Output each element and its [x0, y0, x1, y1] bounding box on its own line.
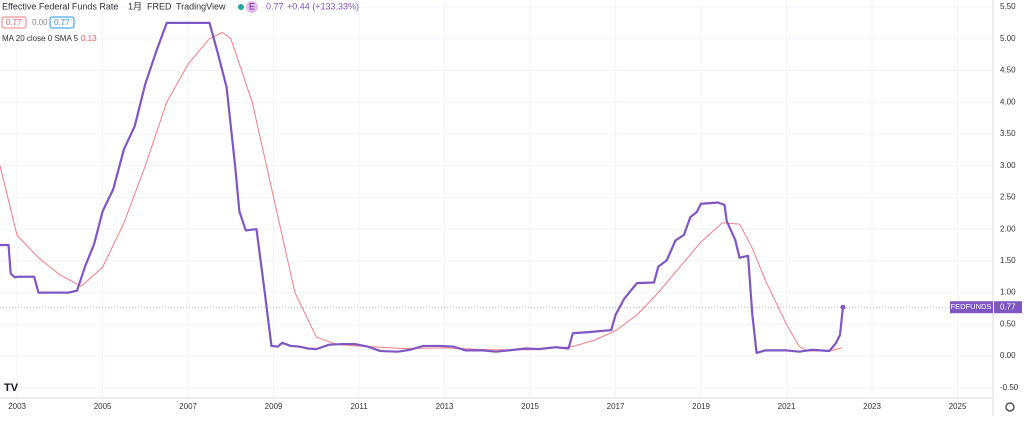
x-tick-label: 2013 [436, 402, 454, 411]
series-tag: FEDFUNDS [951, 302, 992, 311]
x-tick-label: 2023 [863, 402, 881, 411]
box [49, 16, 75, 29]
y-tick-label: 4.50 [1000, 66, 1016, 75]
title: Effective Federal Funds Rate [2, 1, 118, 11]
settings-icon[interactable] [1005, 402, 1015, 412]
plot [0, 21, 846, 355]
indicator: MA 20 close 0 SMA 5 [2, 34, 79, 43]
y-tick-label: 2.50 [1000, 193, 1016, 202]
grid [0, 0, 993, 398]
platform: TradingView [176, 1, 226, 11]
value-tag-bg [994, 301, 1022, 314]
y-tick-label: 2.00 [1000, 224, 1016, 233]
y-tick-label: 0.00 [1000, 351, 1016, 360]
status-dot [238, 4, 244, 10]
change: +0.44 (+133.33%) [287, 1, 359, 11]
value-tag: 0.77 [1000, 302, 1016, 311]
y-tick-label: 1.00 [1000, 288, 1016, 297]
logo: TV [4, 382, 19, 394]
line [0, 31, 843, 352]
source: FRED [147, 1, 172, 11]
line [0, 21, 845, 355]
x-tick-label: 2015 [521, 402, 539, 411]
x-tick-label: 2025 [949, 402, 967, 411]
x-tick-label: 2021 [778, 402, 796, 411]
box [1, 16, 27, 29]
y-tick-label: 4.00 [1000, 97, 1016, 106]
box-value: 0.77 [54, 18, 70, 27]
x-tick-label: 2017 [607, 402, 625, 411]
y-tick-label: 0.50 [1000, 319, 1016, 328]
y-tick-label: 3.00 [1000, 161, 1016, 170]
y-tick-label: -0.50 [1000, 383, 1019, 392]
x-tick-label: 2019 [692, 402, 710, 411]
interval: 1月 [128, 1, 142, 11]
x-tick-label: 2009 [265, 402, 283, 411]
x-tick-label: 2007 [179, 402, 197, 411]
badge-bg [246, 1, 258, 13]
badge: E [249, 1, 255, 11]
y-tick-label: 5.00 [1000, 34, 1016, 43]
y-tick-label: 3.50 [1000, 129, 1016, 138]
box-value: 0.77 [6, 18, 22, 27]
x-tick-label: 2011 [350, 402, 368, 411]
y-tick-label: 1.50 [1000, 256, 1016, 265]
indicator-value: 0.13 [81, 34, 97, 43]
last-point [840, 304, 846, 310]
x-tick-label: 2003 [8, 402, 26, 411]
x-tick-label: 2005 [94, 402, 112, 411]
price: 0.77 [266, 1, 284, 11]
series-tag-bg [950, 301, 993, 314]
y-tick-label: 5.50 [1000, 2, 1016, 11]
box-value: 0.00 [32, 18, 48, 27]
